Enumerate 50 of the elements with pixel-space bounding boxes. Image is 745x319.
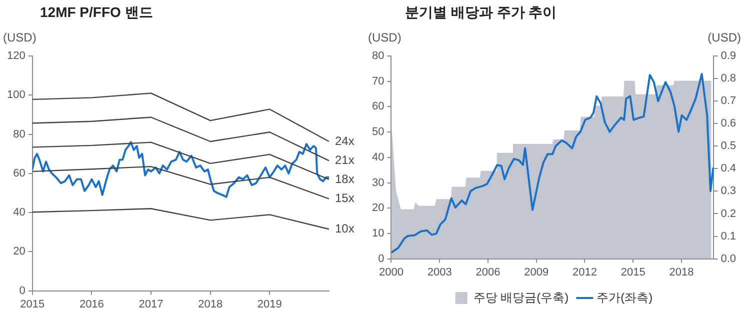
y2-tick-label: 0.8 <box>720 72 736 85</box>
y-tick-label: 100 <box>6 89 26 102</box>
chart-title: 분기별 배당과 주가 추이 <box>404 3 558 22</box>
y-tick-label: 80 <box>372 50 384 62</box>
y-tick-label: 10 <box>372 227 384 240</box>
y-tick-label: 20 <box>372 202 384 214</box>
y-tick-label: 70 <box>372 75 384 88</box>
series-label: 15x <box>335 191 354 206</box>
x-tick-label: 2015 <box>620 266 646 278</box>
x-tick-label: 2003 <box>427 266 452 278</box>
x-tick-label: 2019 <box>257 298 282 310</box>
y-tick-label: 20 <box>13 246 26 258</box>
y2-tick-label: 0.7 <box>720 95 736 108</box>
x-tick-label: 2012 <box>572 266 597 278</box>
y-tick-label: 50 <box>372 126 384 138</box>
x-tick-label: 2018 <box>669 266 694 278</box>
y-tick-label: 40 <box>13 206 26 219</box>
y2-tick-label: 0.9 <box>720 50 736 62</box>
y-tick-label: 0 <box>19 284 26 297</box>
y2-tick-label: 0.2 <box>720 208 736 220</box>
x-tick-label: 2000 <box>378 266 404 278</box>
x-tick-label: 2015 <box>20 298 45 310</box>
x-tick-label: 2016 <box>79 298 104 310</box>
x-tick-label: 2009 <box>524 266 549 278</box>
y-tick-label: 30 <box>372 176 384 189</box>
y-tick-label: 0 <box>378 252 384 265</box>
legend-label: 주가(좌측) <box>596 290 653 304</box>
y2-tick-label: 0.3 <box>720 185 736 198</box>
series-label: 21x <box>335 152 354 167</box>
legend-label: 주당 배당금(우축) <box>473 290 569 304</box>
y-axis-title: (USD) <box>368 30 402 44</box>
x-tick-label: 2006 <box>476 266 500 278</box>
series-label: 10x <box>335 221 354 236</box>
x-tick-label: 2017 <box>138 298 164 310</box>
y-tick-label: 60 <box>372 100 384 113</box>
y-tick-label: 120 <box>6 50 26 62</box>
series-label: 18x <box>335 172 354 186</box>
y2-axis-title: (USD) <box>708 30 742 44</box>
y-axis-title: (USD) <box>3 30 36 44</box>
y2-tick-label: 0.5 <box>720 140 736 152</box>
y2-tick-label: 0.0 <box>720 252 736 265</box>
x-tick-label: 2018 <box>198 298 223 310</box>
series-label: 24x <box>335 134 354 148</box>
chart-title: 12MF P/FFO 밴드 <box>39 3 154 22</box>
y-tick-label: 80 <box>13 128 26 140</box>
y2-tick-label: 0.1 <box>720 230 736 242</box>
y-tick-label: 40 <box>372 151 384 164</box>
y2-tick-label: 0.4 <box>720 162 736 175</box>
y2-tick-label: 0.6 <box>720 118 736 130</box>
y-tick-label: 60 <box>13 167 26 180</box>
